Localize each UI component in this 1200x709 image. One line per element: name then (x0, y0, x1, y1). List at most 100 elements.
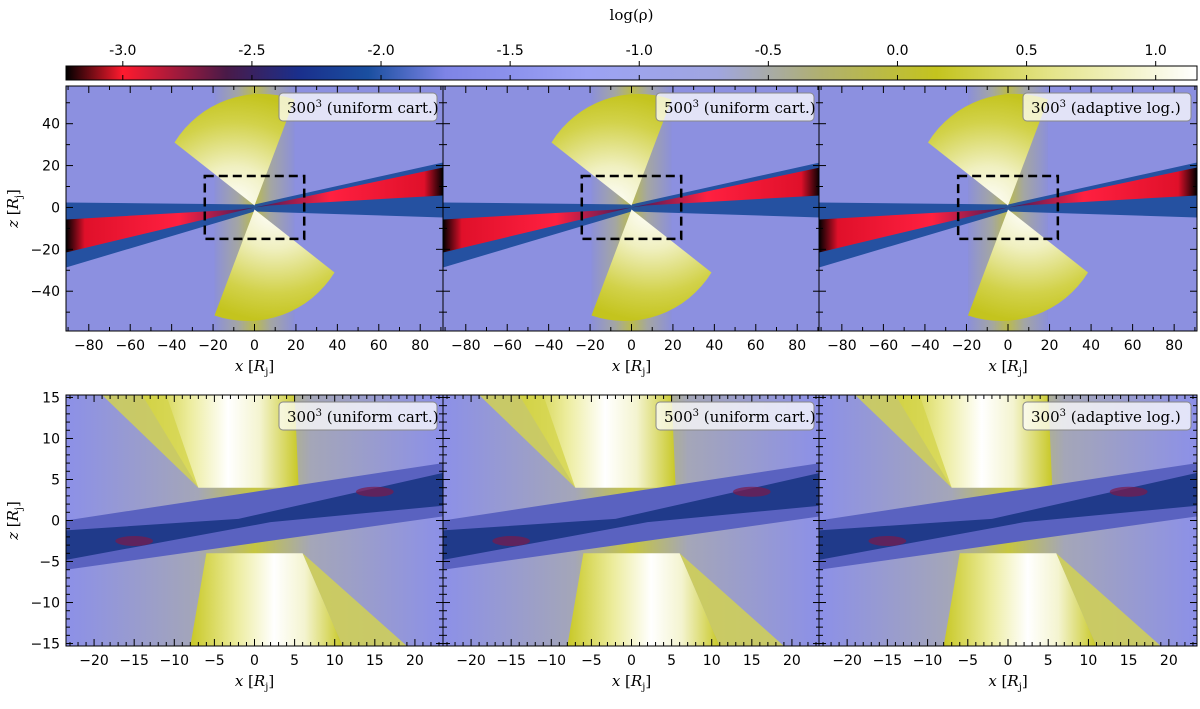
y-tick-label: 15 (42, 390, 60, 406)
annotation-text: 3003 (uniform cart.) (287, 99, 439, 117)
lower-cone-edge (1056, 553, 1161, 646)
axis-ticks: −20 −15 −10 −5 0 5 10 15 20 −15 −10 −5 0 5 10 15 (30, 390, 443, 669)
x-tick-label: −20 (575, 338, 605, 354)
y-tick-label: −15 (30, 637, 60, 653)
colorbar-tick-label: -2.0 (367, 43, 394, 59)
zoom-box (956, 174, 1060, 241)
y-tick-label: 20 (42, 159, 60, 175)
disk-knot-right (1109, 486, 1148, 497)
x-tick-label: 10 (326, 653, 344, 669)
annotation-text: 3003 (adaptive log.) (1031, 408, 1181, 426)
y-tick-label: 40 (42, 117, 60, 133)
disk-core (66, 472, 443, 560)
x-axis-label: x [Rj] (988, 672, 1027, 693)
x-tick-label: 15 (743, 653, 761, 669)
x-tick-label: −60 (115, 338, 145, 354)
x-tick-label: 0 (1004, 653, 1013, 669)
disk-left (66, 207, 255, 253)
x-tick-label: 15 (366, 653, 384, 669)
y-tick-label: 0 (51, 514, 60, 530)
x-axis-label: x [Rj] (612, 672, 651, 693)
x-tick-label: 80 (1165, 338, 1183, 354)
x-tick-label: 5 (290, 653, 299, 669)
panel-annotation: 5003 (uniform cart.) (655, 92, 816, 122)
disk-left (443, 207, 632, 253)
lower-cone-edge (302, 553, 407, 646)
x-tick-label: 5 (667, 653, 676, 669)
x-tick-label: −15 (873, 653, 903, 669)
panel-annotation: 3003 (uniform cart.) (278, 401, 439, 431)
x-tick-label: −40 (157, 338, 187, 354)
disk-right (254, 167, 443, 208)
lower-outflow-cone (968, 209, 1088, 321)
panel-zoom-2: −20 −15 −10 −5 0 5 10 15 20 x [Rj] 5003 (uniform c… (442, 394, 821, 693)
lower-cone-edge (679, 553, 784, 646)
colorbar-ticks: -3.0 -2.5 -2.0 -1.5 -1.0 -0.5 0.0 0.5 1.0 (109, 43, 1167, 80)
x-tick-label: 40 (705, 338, 723, 354)
upper-cone-edge (479, 395, 576, 488)
disk-core (819, 472, 1197, 560)
x-tick-label: 60 (1124, 338, 1142, 354)
upper-outflow-cone (519, 395, 676, 488)
annotation-text: 5003 (uniform cart.) (664, 408, 816, 426)
y-axis-label: z [Rj] (4, 189, 25, 229)
annotation-box (278, 92, 438, 122)
y-tick-label: −20 (30, 242, 60, 258)
y-tick-label: 10 (42, 431, 60, 447)
panel-annotation: 3003 (adaptive log.) (1022, 401, 1192, 431)
x-tick-label: 80 (788, 338, 806, 354)
x-tick-label: 60 (747, 338, 765, 354)
lower-outflow-cone (567, 553, 720, 646)
x-tick-label: −40 (534, 338, 564, 354)
upper-outflow-cone (142, 395, 299, 488)
y-tick-label: 5 (51, 472, 60, 488)
x-tick-label: −15 (119, 653, 149, 669)
axis-ticks: −80 −60 −40 −20 0 20 40 60 80 (819, 86, 1197, 354)
x-tick-label: −20 (832, 653, 862, 669)
x-tick-label: 40 (328, 338, 346, 354)
density-map (66, 395, 443, 646)
density-map (819, 86, 1197, 331)
colorbar-tick-label: 0.0 (886, 43, 908, 59)
annotation-text: 5003 (uniform cart.) (664, 99, 816, 117)
colorbar-tick-label: 0.5 (1015, 43, 1037, 59)
annotation-box (278, 401, 438, 431)
x-axis-label: x [Rj] (235, 357, 274, 378)
upper-outflow-cone (895, 395, 1053, 488)
density-map (443, 86, 820, 331)
density-map (819, 395, 1197, 646)
upper-cone-edge (102, 395, 199, 488)
panel-annotation: 3003 (adaptive log.) (1022, 92, 1192, 122)
x-tick-label: −20 (952, 338, 982, 354)
lower-outflow-cone (214, 209, 335, 321)
colorbar-tick-label: -1.0 (626, 43, 653, 59)
disk-knot-left (868, 536, 907, 547)
x-axis-label: x [Rj] (988, 357, 1027, 378)
axis-ticks: −80 −60 −40 −20 0 20 40 60 80 −40 −20 0 20 40 (30, 86, 443, 354)
annotation-box (655, 401, 815, 431)
x-tick-label: −80 (451, 338, 481, 354)
axis-ticks: −20 −15 −10 −5 0 5 10 15 20 (819, 395, 1197, 669)
x-tick-label: 20 (406, 653, 424, 669)
disk-core (443, 472, 820, 560)
colorbar-tick-label: -2.5 (238, 43, 265, 59)
x-tick-label: −15 (496, 653, 526, 669)
x-axis-label: x [Rj] (235, 672, 274, 693)
x-tick-label: −60 (869, 338, 899, 354)
x-tick-label: 10 (1080, 653, 1098, 669)
colorbar-gradient (65, 65, 1198, 81)
x-tick-label: −80 (827, 338, 857, 354)
x-axis-label: x [Rj] (612, 357, 651, 378)
panel-full-2: −80 −60 −40 −20 0 20 40 60 80 x [Rj] 5003 (uniform… (442, 85, 821, 378)
upper-outflow-cone (174, 93, 295, 206)
panel-full-1: −80 −60 −40 −20 0 20 40 60 80 −40 −20 0 20 40 x [Rj] z … (4, 85, 444, 378)
disk-knot-left (492, 536, 531, 547)
panel-annotation: 5003 (uniform cart.) (655, 401, 816, 431)
panel-annotation: 3003 (uniform cart.) (278, 92, 439, 122)
colorbar-tick-label: -3.0 (109, 43, 136, 59)
x-tick-label: −5 (581, 653, 602, 669)
y-tick-label: 0 (51, 200, 60, 216)
disk-left (819, 207, 1008, 253)
disk-right (1008, 167, 1197, 208)
x-tick-label: −80 (74, 338, 104, 354)
